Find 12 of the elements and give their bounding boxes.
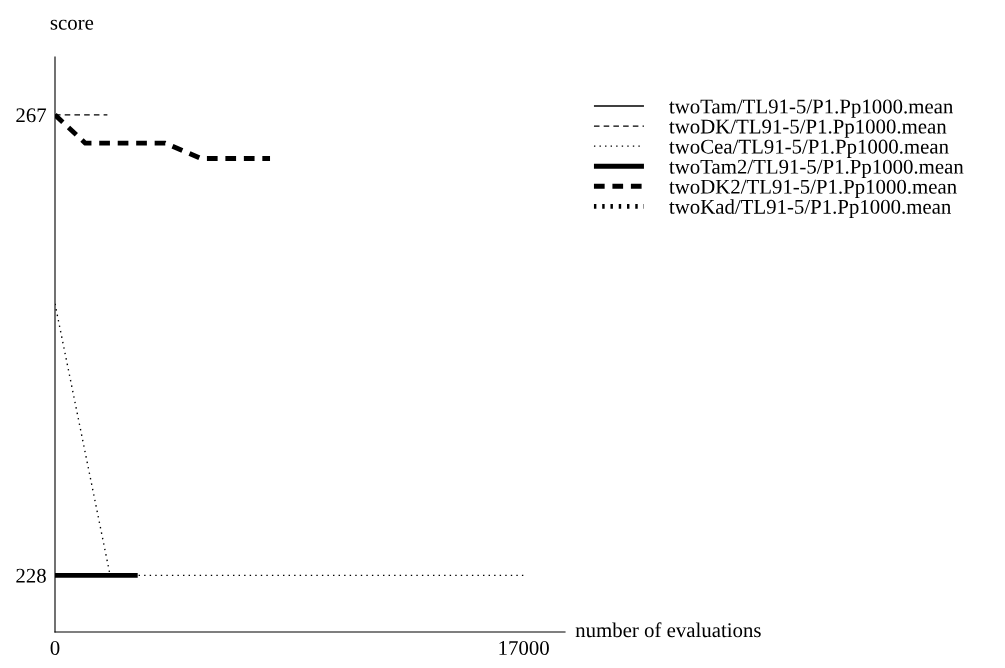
legend-label: twoKad/TL91-5/P1.Pp1000.mean (669, 199, 952, 219)
chart-title: score (50, 19, 94, 30)
legend-label: twoTam2/TL91-5/P1.Pp1000.mean (669, 159, 964, 178)
x-axis-title: number of evaluations (575, 622, 761, 638)
legend-label: twoCea/TL91-5/P1.Pp1000.mean (669, 139, 949, 158)
legend-label: twoTam/TL91-5/P1.Pp1000.mean (669, 99, 954, 118)
legend-label: twoDK/TL91-5/P1.Pp1000.mean (669, 119, 947, 138)
legend-label: twoDK2/TL91-5/P1.Pp1000.mean (669, 179, 957, 199)
x-tick-label: 0 (50, 640, 60, 655)
y-tick-label: 267 (16, 108, 47, 123)
x-tick-label: 17000 (499, 640, 549, 655)
y-tick-label: 228 (16, 568, 46, 583)
